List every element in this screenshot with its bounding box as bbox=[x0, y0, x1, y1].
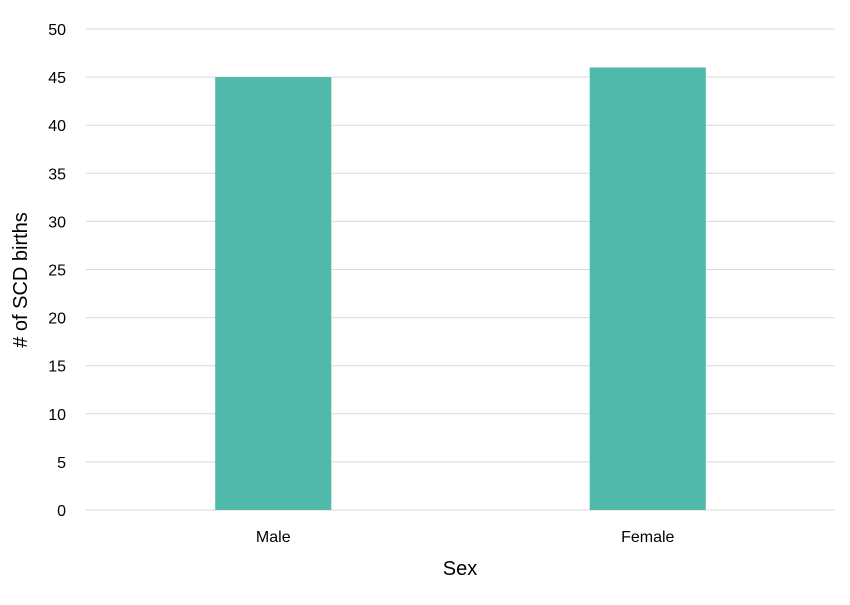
x-axis-categories: Male Female bbox=[256, 529, 675, 546]
y-tick-label: 50 bbox=[48, 22, 66, 39]
x-category-label: Female bbox=[621, 529, 674, 546]
bars bbox=[215, 67, 706, 510]
y-tick-label: 15 bbox=[48, 359, 66, 376]
gridlines bbox=[86, 28, 835, 511]
y-tick-label: 0 bbox=[57, 503, 66, 520]
y-tick-label: 25 bbox=[48, 263, 66, 280]
x-axis-title: Sex bbox=[443, 558, 477, 580]
bar-female bbox=[589, 67, 706, 510]
y-axis-title: # of SCD births bbox=[10, 212, 32, 348]
y-tick-label: 35 bbox=[48, 166, 66, 183]
y-tick-label: 20 bbox=[48, 311, 66, 328]
y-tick-label: 10 bbox=[48, 407, 66, 424]
y-tick-label: 5 bbox=[57, 455, 66, 472]
y-tick-label: 40 bbox=[48, 118, 66, 135]
y-tick-label: 45 bbox=[48, 70, 66, 87]
bar-male bbox=[215, 77, 332, 510]
y-axis-ticks: 0 5 10 15 20 25 30 35 40 45 50 bbox=[48, 22, 66, 520]
y-tick-label: 30 bbox=[48, 214, 66, 231]
x-category-label: Male bbox=[256, 529, 291, 546]
